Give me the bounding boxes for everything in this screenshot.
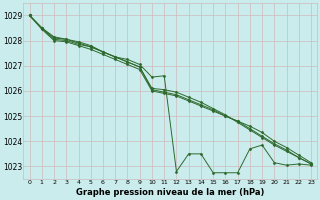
- X-axis label: Graphe pression niveau de la mer (hPa): Graphe pression niveau de la mer (hPa): [76, 188, 265, 197]
